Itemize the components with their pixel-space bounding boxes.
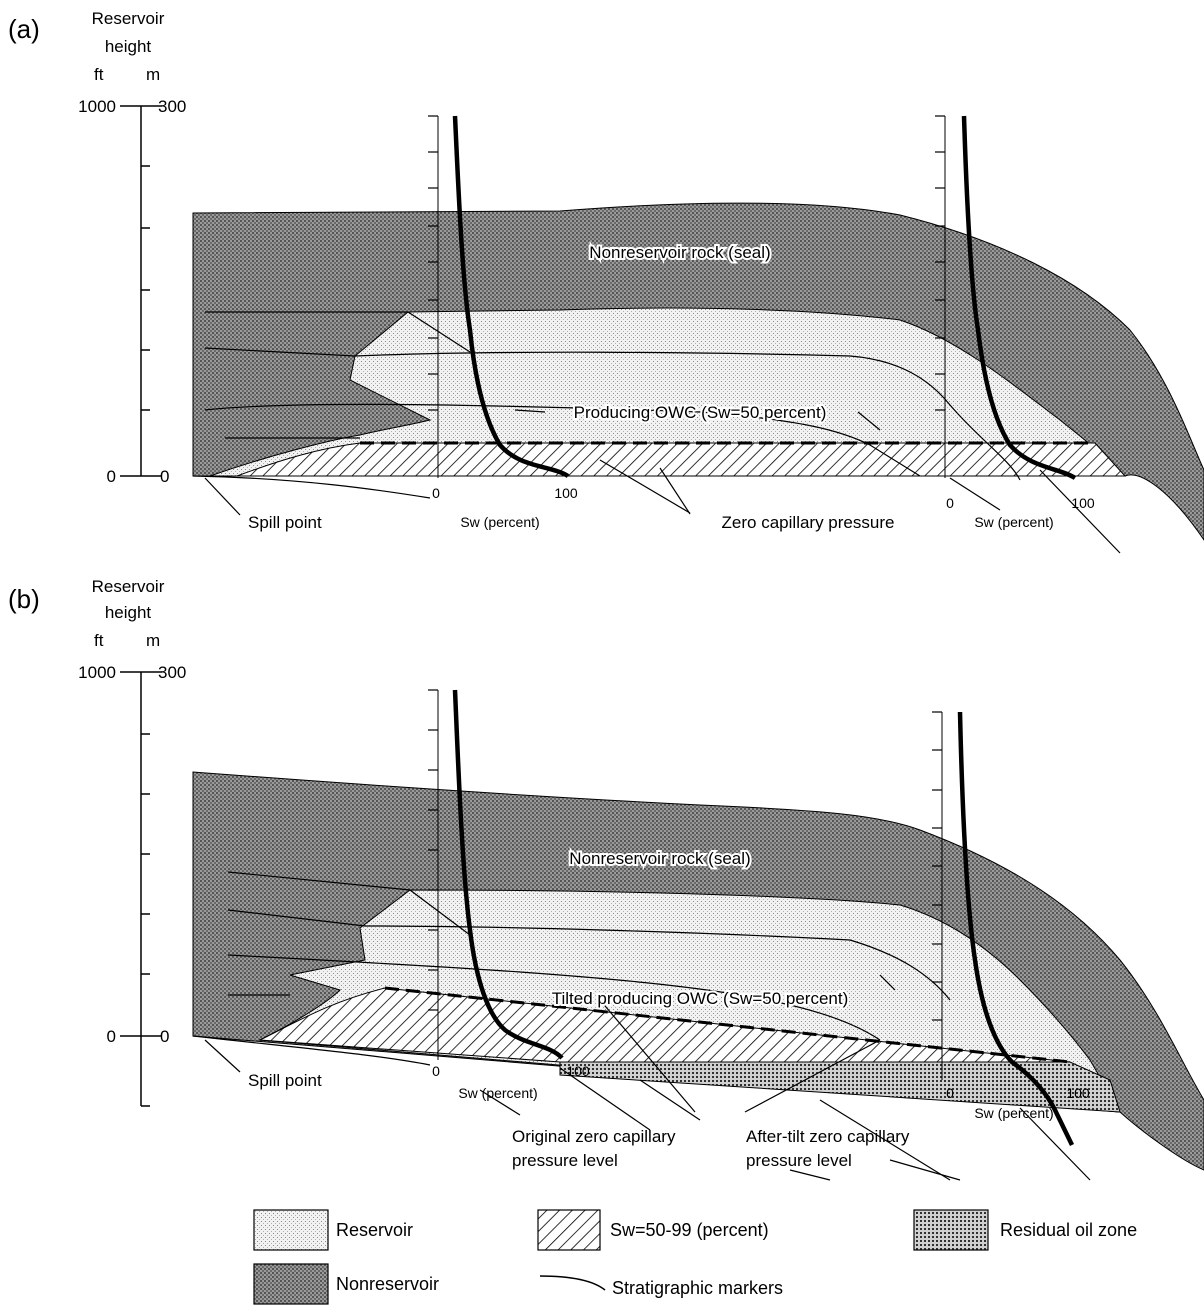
legend-stratigraphic-label: Stratigraphic markers (612, 1278, 783, 1298)
owc-label-b: Tilted producing OWC (Sw=50 percent) (552, 989, 849, 1008)
after-tilt-zero-cap-line1: After-tilt zero capillary (746, 1127, 910, 1146)
strat-markers-b (192, 871, 1091, 1181)
tick-0-m: 0 (160, 467, 169, 486)
leaders-b (204, 974, 896, 1113)
log1-a-zero: 0 (432, 485, 440, 501)
log1-b-axis-label: Sw (percent) (458, 1085, 537, 1101)
tick-1000-ft-b: 1000 (78, 663, 116, 682)
well-log-2-a: 0 100 Sw (percent) (935, 115, 1095, 530)
well-log-2-b: 0 100 Sw (percent) (932, 711, 1090, 1146)
height-scale-b (120, 671, 162, 1107)
axis-unit-ft: ft (94, 65, 104, 84)
tick-0-m-b: 0 (160, 1027, 169, 1046)
well-log-1-a: 0 100 Sw (percent) (428, 115, 578, 530)
axis-title-reservoir: Reservoir (92, 9, 165, 28)
leaders-a (204, 409, 881, 516)
axis-title-height: height (105, 37, 152, 56)
axis-title-height-b: height (105, 603, 152, 622)
log2-a-zero: 0 (946, 495, 954, 511)
legend-nonreservoir-label: Nonreservoir (336, 1274, 439, 1294)
after-tilt-zero-cap-line2: pressure level (746, 1151, 852, 1170)
tilted-owc-b (384, 986, 1071, 1064)
log2-b-zero: 0 (946, 1085, 954, 1101)
panel-a: (a) Reservoir height ft m 1000 300 0 0 (8, 9, 1204, 554)
log2-a-axis-label: Sw (percent) (974, 514, 1053, 530)
owc-label-a: Producing OWC (Sw=50 percent) (574, 403, 827, 422)
legend: Reservoir Nonreservoir Sw=50-99 (percent… (253, 1209, 1137, 1305)
axis-unit-ft-b: ft (94, 631, 104, 650)
tick-300-m: 300 (158, 97, 186, 116)
seal-label-a: Nonreservoir rock (seal) (589, 243, 770, 262)
log1-a-axis-label: Sw (percent) (460, 514, 539, 530)
legend-swatch-sw-zone (537, 1209, 601, 1251)
panel-a-label: (a) (8, 14, 40, 44)
reservoir-body-a (209, 307, 1127, 477)
tick-300-m-b: 300 (158, 663, 186, 682)
legend-residual-label: Residual oil zone (1000, 1220, 1137, 1240)
strat-markers-a (192, 311, 1121, 554)
log2-b-axis-label: Sw (percent) (974, 1105, 1053, 1121)
axis-title-reservoir-b: Reservoir (92, 577, 165, 596)
well-log-1-b: 0 100 Sw (percent) (428, 689, 590, 1101)
tick-0-ft: 0 (107, 467, 116, 486)
sw-zone-a (236, 442, 1127, 477)
log1-b-zero: 0 (432, 1063, 440, 1079)
log2-a-hundred: 100 (1071, 495, 1095, 511)
log2-b-hundred: 100 (1066, 1085, 1090, 1101)
panel-b: (b) Reservoir height ft m 1000 300 0 0 (8, 577, 1204, 1181)
legend-swatch-reservoir (253, 1209, 329, 1251)
log1-b-hundred: 100 (566, 1063, 590, 1079)
axis-unit-m-b: m (146, 631, 160, 650)
legend-swatch-nonreservoir (253, 1263, 329, 1305)
legend-reservoir-label: Reservoir (336, 1220, 413, 1240)
spill-point-label-a: Spill point (248, 513, 322, 532)
legend-strat-marker-line (539, 1275, 606, 1291)
spill-point-label-b: Spill point (248, 1071, 322, 1090)
orig-zero-cap-line1: Original zero capillary (512, 1127, 676, 1146)
legend-swatch-residual (913, 1209, 989, 1251)
panel-b-label: (b) (8, 584, 40, 614)
seal-label-b: Nonreservoir rock (seal) (569, 849, 750, 868)
log1-a-hundred: 100 (554, 485, 578, 501)
orig-zero-cap-line2: pressure level (512, 1151, 618, 1170)
legend-sw-zone-label: Sw=50-99 (percent) (610, 1220, 769, 1240)
zero-cap-label-a: Zero capillary pressure (722, 513, 895, 532)
tick-1000-ft: 1000 (78, 97, 116, 116)
axis-unit-m: m (146, 65, 160, 84)
tick-0-ft-b: 0 (107, 1027, 116, 1046)
height-scale (120, 105, 162, 477)
